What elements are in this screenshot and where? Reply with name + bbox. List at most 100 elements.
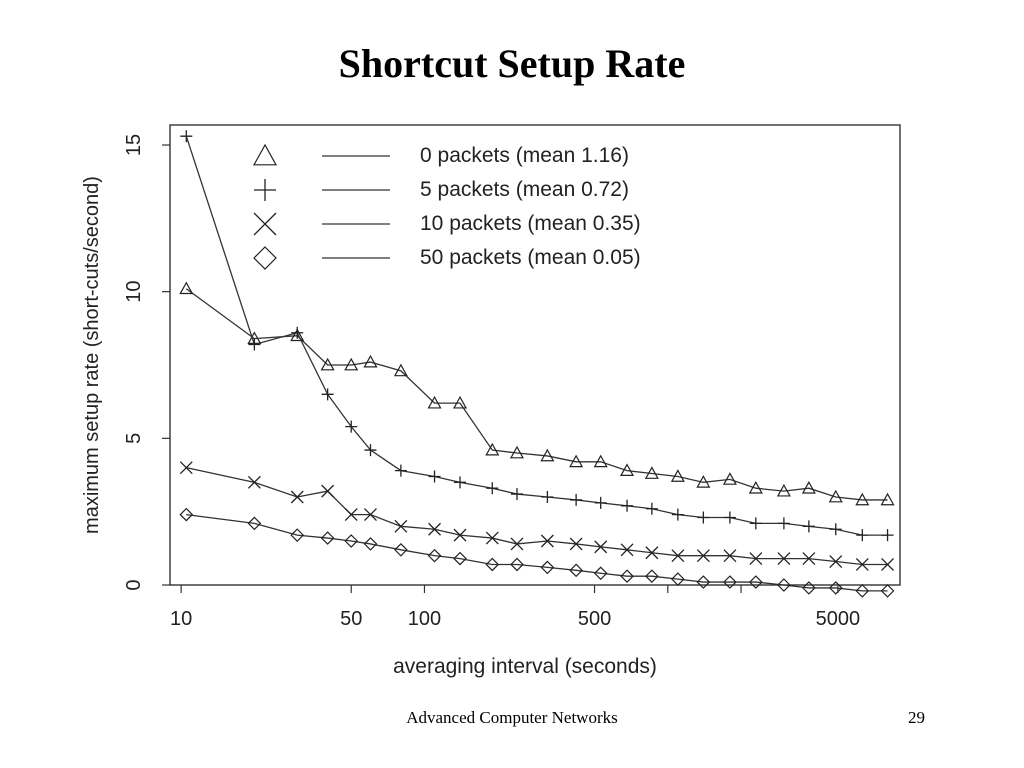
- data-point-triangle: [644, 466, 659, 479]
- data-point-diamond: [363, 537, 378, 551]
- data-point-x: [290, 490, 304, 504]
- data-point-diamond: [855, 584, 870, 598]
- slide-footer: Advanced Computer Networks: [406, 708, 618, 727]
- x-tick-label: 5000: [816, 608, 861, 630]
- data-point-diamond: [427, 548, 442, 563]
- data-point-triangle: [670, 469, 685, 482]
- page-number: 29: [908, 708, 925, 727]
- data-point-diamond: [569, 563, 583, 578]
- data-point-triangle: [540, 448, 555, 462]
- data-point-x: [671, 549, 685, 563]
- data-point-plus: [321, 388, 334, 401]
- data-point-x: [620, 543, 634, 557]
- data-point-triangle: [290, 328, 305, 342]
- legend-label: 50 packets (mean 0.05): [420, 246, 641, 269]
- data-point-plus: [364, 444, 377, 457]
- data-point-x: [247, 475, 261, 489]
- data-point-triangle: [696, 475, 711, 488]
- x-tick-label: 50: [340, 608, 362, 630]
- data-point-diamond: [777, 578, 791, 592]
- data-point-plus: [248, 338, 261, 351]
- data-point-diamond: [540, 560, 555, 575]
- series-line-diamond: [186, 513, 888, 592]
- data-point-x: [594, 540, 608, 554]
- data-point-triangle: [363, 354, 378, 368]
- data-point-x: [510, 537, 524, 551]
- data-point-plus: [541, 491, 554, 503]
- data-point-diamond: [802, 581, 816, 595]
- chart-container: 10 50 100 500 5000 0 5 10 15 averaging interval (…: [60, 100, 960, 700]
- data-point-triangle: [776, 483, 791, 497]
- data-point-plus: [510, 488, 523, 501]
- series-line-x: [186, 467, 888, 566]
- data-point-x: [344, 508, 358, 522]
- data-point-x: [777, 552, 791, 566]
- data-point-diamond: [247, 516, 262, 531]
- legend-marker-diamond: [253, 246, 277, 270]
- data-point-plus: [723, 511, 736, 524]
- data-point-diamond: [880, 584, 895, 598]
- y-axis-label: maximum setup rate (short-cuts/second): [81, 176, 103, 534]
- data-point-triangle: [722, 472, 737, 485]
- data-point-x: [829, 555, 843, 568]
- data-point-diamond: [485, 557, 500, 572]
- data-point-x: [453, 528, 467, 542]
- data-point-x: [855, 558, 869, 571]
- data-point-plus: [594, 496, 607, 509]
- data-point-triangle: [801, 480, 816, 494]
- data-point-diamond: [510, 557, 524, 572]
- data-point-plus: [856, 529, 869, 542]
- data-point-plus: [802, 520, 815, 533]
- y-tick-label: 5: [123, 433, 145, 444]
- data-point-diamond: [723, 575, 737, 589]
- data-point-plus: [777, 517, 790, 530]
- data-point-plus: [749, 517, 762, 530]
- data-point-diamond: [748, 575, 763, 589]
- x-tick-label: 100: [408, 608, 441, 630]
- data-point-plus: [345, 420, 358, 433]
- data-point-x: [696, 549, 710, 563]
- data-point-x: [364, 508, 377, 522]
- x-axis-label: averaging interval (seconds): [393, 655, 657, 678]
- data-point-plus: [570, 493, 583, 506]
- data-point-diamond: [320, 531, 335, 545]
- data-point-plus: [454, 476, 467, 489]
- data-point-plus: [291, 326, 304, 339]
- chart-svg: 10 50 100 500 5000 0 5 10 15 averaging interval (…: [81, 124, 901, 678]
- data-point-diamond: [453, 551, 467, 566]
- data-point-triangle: [620, 463, 635, 476]
- data-point-x: [749, 552, 763, 566]
- data-point-diamond: [671, 572, 685, 586]
- data-point-triangle: [748, 480, 763, 494]
- data-point-x: [321, 484, 335, 498]
- data-point-diamond: [179, 507, 194, 522]
- data-point-triangle: [427, 395, 442, 409]
- data-point-plus: [829, 523, 842, 536]
- data-point-x: [881, 558, 895, 571]
- data-point-triangle: [179, 281, 194, 295]
- x-tick-label: 500: [578, 608, 611, 630]
- data-point-triangle: [509, 445, 525, 459]
- data-point-plus: [645, 502, 658, 515]
- x-tick-label: 10: [170, 608, 192, 630]
- legend-marker-plus: [254, 179, 276, 201]
- y-tick-label: 0: [123, 579, 145, 590]
- data-point-diamond: [645, 569, 659, 584]
- legend-label: 0 packets (mean 1.16): [420, 144, 629, 167]
- data-point-diamond: [394, 542, 408, 557]
- data-point-x: [645, 546, 659, 560]
- data-point-plus: [671, 508, 684, 521]
- data-point-x: [179, 461, 193, 475]
- data-point-diamond: [344, 534, 359, 548]
- data-point-triangle: [320, 357, 335, 371]
- data-point-triangle: [569, 454, 584, 468]
- data-point-diamond: [593, 566, 608, 581]
- data-point-x: [485, 531, 499, 545]
- plot-frame: [169, 124, 901, 586]
- legend-label: 10 packets (mean 0.35): [420, 212, 641, 235]
- data-point-triangle: [593, 454, 608, 468]
- data-point-plus: [394, 464, 407, 477]
- data-point-x: [802, 552, 816, 566]
- data-point-plus: [428, 470, 441, 483]
- data-point-x: [394, 519, 408, 533]
